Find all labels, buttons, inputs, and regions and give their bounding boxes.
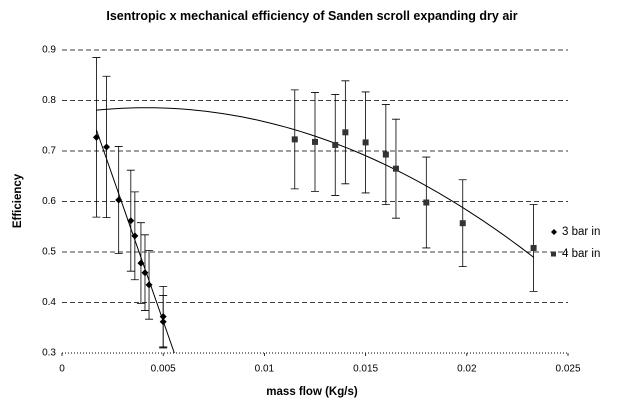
y-tick-label: 0.9 (42, 45, 56, 56)
point (159, 318, 167, 326)
point (131, 232, 139, 240)
point (342, 129, 349, 136)
point (137, 259, 145, 267)
point (312, 138, 318, 145)
y-tick-label: 0.5 (42, 247, 56, 258)
point (291, 136, 298, 143)
point (103, 143, 111, 151)
legend-marker (551, 251, 556, 257)
point (92, 133, 100, 141)
legend-label: 4 bar in (562, 248, 600, 260)
y-tick-label: 0.8 (42, 95, 56, 106)
point (382, 151, 389, 158)
point (127, 217, 135, 225)
point (159, 313, 167, 321)
point (115, 196, 123, 204)
y-tick-label: 0.3 (42, 348, 56, 359)
point (332, 141, 339, 148)
y-axis-label: Efficiency (12, 173, 24, 228)
y-tick-label: 0.7 (42, 146, 56, 157)
x-tick-label: 0.025 (555, 364, 580, 375)
point (141, 269, 149, 277)
x-tick-label: 0.015 (353, 364, 378, 375)
x-tick-label: 0 (59, 364, 65, 375)
legend-label: 3 bar in (562, 226, 600, 238)
x-tick-label: 0.01 (255, 364, 275, 375)
point (392, 165, 399, 172)
x-axis-label: mass flow (Kg/s) (266, 386, 358, 398)
x-tick-label: 0.02 (457, 364, 477, 375)
y-tick-label: 0.6 (42, 196, 56, 207)
y-tick-label: 0.4 (42, 297, 56, 308)
point (459, 220, 466, 227)
legend-marker (551, 229, 557, 235)
point (423, 199, 430, 206)
point (145, 281, 153, 289)
point (362, 139, 369, 146)
x-tick-label: 0.005 (151, 364, 176, 375)
chart-title: Isentropic x mechanical efficiency of Sa… (106, 9, 518, 23)
point (530, 244, 537, 251)
